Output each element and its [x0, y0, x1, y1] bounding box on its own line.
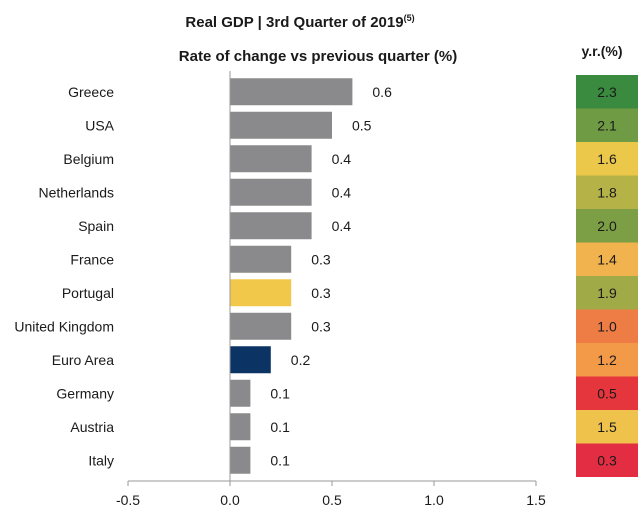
- x-tick-label: 1.5: [526, 492, 546, 508]
- category-label: Spain: [78, 218, 114, 234]
- category-labels: Greece USA Belgium Netherlands Spain France Po…: [14, 84, 114, 469]
- bar-portugal: [230, 279, 292, 307]
- x-tick-label: 0.5: [322, 492, 342, 508]
- x-tick-label: -0.5: [116, 492, 140, 508]
- category-label: Greece: [68, 84, 114, 100]
- yr-cell: [576, 343, 638, 377]
- category-label: France: [70, 251, 114, 267]
- bar-netherlands: [230, 178, 312, 206]
- value-label: 0.3: [311, 251, 331, 267]
- bar-austria: [230, 413, 251, 441]
- value-label: 0.3: [311, 318, 331, 334]
- bar-italy: [230, 446, 251, 474]
- yr-value-label: 1.5: [597, 419, 617, 435]
- yr-cell: [576, 108, 638, 142]
- yr-value-label: 0.5: [597, 385, 617, 401]
- yr-value-label: 2.0: [597, 218, 617, 234]
- yr-value-label: 1.2: [597, 352, 617, 368]
- yr-value-label: 2.3: [597, 84, 617, 100]
- value-label: 0.4: [332, 184, 352, 200]
- yr-cell: [576, 443, 638, 477]
- value-label: 0.4: [332, 151, 352, 167]
- bar-greece: [230, 78, 353, 106]
- yr-value-label: 1.0: [597, 318, 617, 334]
- yr-cell: [576, 410, 638, 444]
- yr-value-label: 1.9: [597, 285, 617, 301]
- category-label: USA: [85, 117, 114, 133]
- yr-cell: [576, 142, 638, 176]
- yr-value-label: 1.4: [597, 251, 617, 267]
- value-labels: 0.6 0.5 0.4 0.4 0.4 0.3 0.3 0.3 0.2 0.1 0.1 0.1: [270, 84, 392, 469]
- yr-value-label: 1.8: [597, 184, 617, 200]
- yr-value-label: 2.1: [597, 117, 617, 133]
- yr-cell: [576, 75, 638, 109]
- category-label: Portugal: [62, 285, 114, 301]
- yr-value-label: 1.6: [597, 151, 617, 167]
- bar-spain: [230, 212, 312, 240]
- bar-germany: [230, 379, 251, 407]
- value-label: 0.6: [372, 84, 392, 100]
- x-axis: -0.5 0.0 0.5 1.0 1.5: [116, 71, 546, 508]
- value-label: 0.3: [311, 285, 331, 301]
- yr-column: 2.3 2.1 1.6 1.8 2.0 1.4 1.9 1.0 1.2 0.5 1.5 0.3: [576, 75, 638, 477]
- bar-series: [230, 78, 353, 474]
- x-tick-label: 1.0: [424, 492, 444, 508]
- category-label: Italy: [88, 452, 114, 468]
- bar-france: [230, 245, 292, 273]
- yr-value-label: 0.3: [597, 452, 617, 468]
- yr-cell: [576, 242, 638, 276]
- chart-subtitle: Rate of change vs previous quarter (%): [179, 48, 457, 65]
- yr-column-header: y.r.(%): [582, 43, 623, 59]
- category-label: Austria: [70, 419, 114, 435]
- category-label: Germany: [56, 385, 114, 401]
- chart-title: Real GDP | 3rd Quarter of 2019(5): [185, 13, 414, 31]
- value-label: 0.1: [270, 385, 290, 401]
- x-tick-label: 0.0: [220, 492, 240, 508]
- category-label: Netherlands: [39, 184, 115, 200]
- value-label: 0.4: [332, 218, 352, 234]
- category-label: Euro Area: [52, 352, 114, 368]
- category-label: United Kingdom: [14, 318, 114, 334]
- yr-cell: [576, 276, 638, 310]
- yr-cell: [576, 309, 638, 343]
- yr-cell: [576, 376, 638, 410]
- category-label: Belgium: [63, 151, 114, 167]
- bar-united-kingdom: [230, 312, 292, 340]
- yr-cell: [576, 175, 638, 209]
- value-label: 0.2: [291, 352, 311, 368]
- yr-cell: [576, 209, 638, 243]
- bar-belgium: [230, 145, 312, 173]
- bar-usa: [230, 111, 332, 139]
- bar-euro-area: [230, 346, 271, 374]
- value-label: 0.5: [352, 117, 372, 133]
- value-label: 0.1: [270, 419, 290, 435]
- value-label: 0.1: [270, 452, 290, 468]
